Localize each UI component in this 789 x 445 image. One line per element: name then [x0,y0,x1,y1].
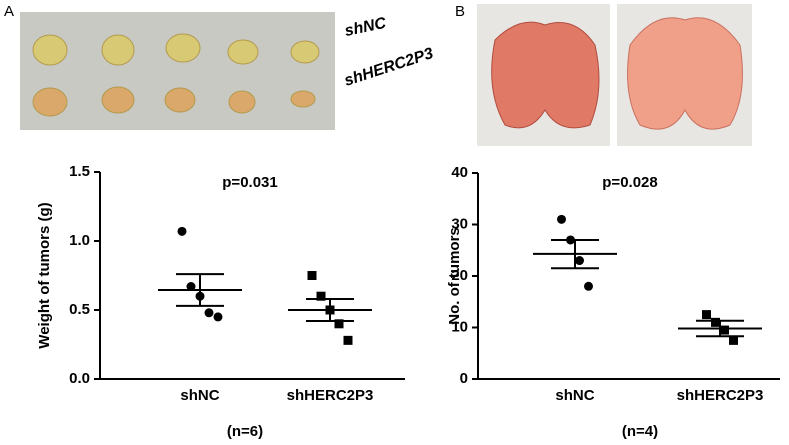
panel-label: A [4,3,14,20]
point [307,271,317,280]
point [316,291,326,301]
point [557,214,566,224]
y-tick-label: 0.0 [69,370,90,387]
y-tick-label: 30 [451,215,468,232]
point [334,319,344,329]
photo-tumors [20,12,335,130]
photo-lungs [477,4,752,146]
point [575,256,584,266]
point [729,335,738,345]
photo-label: shHERC2P3 [342,45,435,90]
y-tick-label: 0 [460,370,468,387]
x-tick-label: shHERC2P3 [287,387,374,404]
y-tick-label: 0.5 [69,301,90,318]
point [177,226,187,236]
point [584,281,593,291]
x-tick-label: shHERC2P3 [677,387,764,404]
panel-label: B [455,3,465,20]
point [213,312,223,322]
y-tick-label: 40 [451,164,468,181]
point [720,325,729,335]
y-tick-label: 1.0 [69,232,90,249]
note: (n=6) [227,423,263,440]
photo-label: shNC [343,15,388,40]
point [343,335,353,345]
annotation: p=0.028 [602,174,657,191]
y-tick-label: 10 [451,318,468,335]
point [186,282,196,292]
note: (n=4) [622,423,658,440]
y-tick-label: 20 [451,267,468,284]
point [702,310,711,320]
y-tick-label: 1.5 [69,163,90,180]
y-axis-label: Weight of tumors (g) [36,202,53,348]
annotation: p=0.031 [222,174,277,191]
x-tick-label: shNC [180,387,219,404]
point [711,317,720,327]
point [204,308,214,318]
y-axis-label: No. of tumors [446,227,463,325]
x-tick-label: shNC [555,387,594,404]
